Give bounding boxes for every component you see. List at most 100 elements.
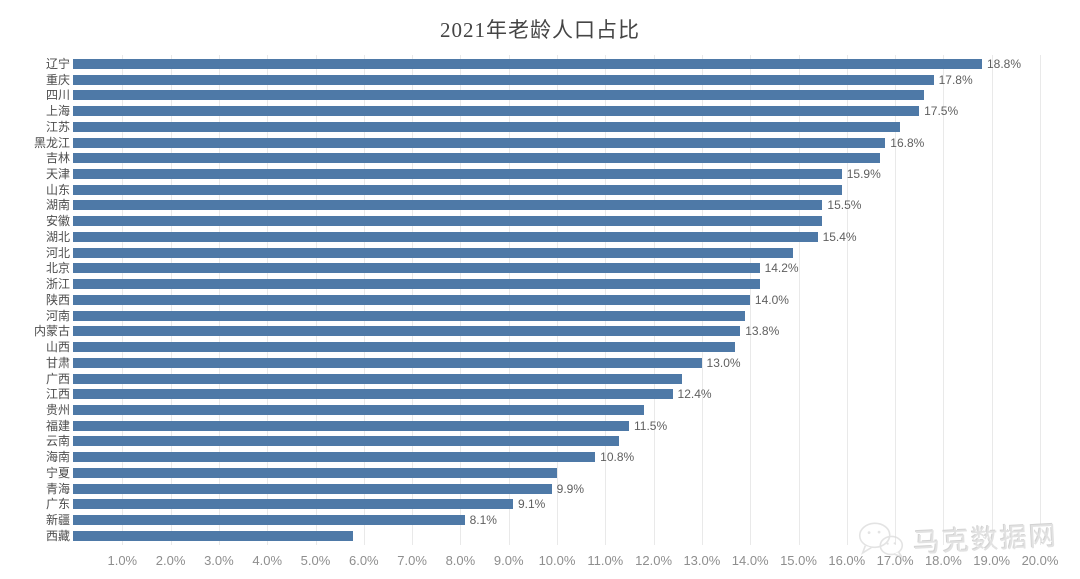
- bar-track: 18.8%: [73, 56, 1040, 71]
- bar-row: 吉林: [0, 150, 1080, 166]
- value-label: 18.8%: [986, 56, 1021, 71]
- category-label: 甘肃: [45, 355, 70, 370]
- bar-row: 宁夏: [0, 465, 1080, 481]
- bar-row: 湖北 15.4%: [0, 229, 1080, 245]
- bar-track: 9.9%: [73, 483, 1040, 495]
- category-label: 福建: [45, 418, 70, 433]
- category-label: 天津: [45, 167, 70, 181]
- bar: [73, 467, 557, 478]
- value-label: 12.4%: [677, 387, 712, 402]
- category-label: 上海: [45, 104, 70, 119]
- bar-row: 甘肃 13.0%: [0, 355, 1080, 371]
- plot-rows: 辽宁 18.8% 重庆 17.8% 四川 上海 17.5% 江苏 黑龙江 16.8% 吉林 天津 15.…: [0, 56, 1080, 544]
- bar-row: 河南: [0, 308, 1080, 324]
- category-label: 江西: [45, 387, 70, 402]
- x-tick-label: 20.0%: [1021, 553, 1059, 568]
- value-label: 13.0%: [706, 355, 741, 370]
- bar-track: [73, 467, 1040, 478]
- x-tick-label: 17.0%: [876, 553, 914, 568]
- bar: [73, 231, 818, 242]
- bar-row: 黑龙江 16.8%: [0, 135, 1080, 151]
- bar: [73, 515, 465, 526]
- value-label: 14.2%: [764, 261, 799, 276]
- category-label: 广东: [45, 497, 70, 512]
- bar: [73, 184, 842, 195]
- bar: [73, 342, 736, 353]
- gridline: [895, 55, 897, 545]
- bar-track: [73, 247, 1040, 258]
- bar: [73, 74, 934, 85]
- bar: [73, 499, 513, 510]
- category-label: 湖南: [45, 198, 70, 213]
- bar-row: 安徽: [0, 213, 1080, 229]
- x-tick-label: 11.0%: [587, 553, 624, 568]
- bar-track: 16.8%: [73, 135, 1040, 150]
- value-label: 15.4%: [822, 229, 857, 244]
- bar-row: 福建 11.5%: [0, 418, 1080, 434]
- bar: [73, 326, 741, 337]
- bar-track: [73, 342, 1040, 353]
- value-label: 13.8%: [745, 324, 780, 339]
- category-label: 西藏: [45, 528, 70, 543]
- bar-track: 13.0%: [73, 355, 1040, 370]
- x-tick-label: 4.0%: [252, 553, 283, 568]
- bar-track: 9.1%: [73, 498, 1040, 510]
- gridline: [846, 55, 848, 545]
- x-tick-label: 1.0%: [107, 553, 138, 568]
- bar-track: 10.8%: [73, 451, 1040, 463]
- bar-row: 河北: [0, 245, 1080, 261]
- bar: [73, 121, 900, 132]
- bar-row: 重庆 17.8%: [0, 72, 1080, 88]
- category-label: 吉林: [45, 151, 70, 166]
- x-tick-label: 8.0%: [445, 553, 476, 568]
- bar-row: 江苏: [0, 119, 1080, 135]
- bar-track: [73, 90, 1040, 101]
- bar-track: 15.9%: [73, 168, 1040, 180]
- x-tick-label: 2.0%: [155, 553, 186, 568]
- bar: [73, 200, 823, 211]
- bar: [73, 436, 620, 447]
- category-label: 云南: [45, 434, 70, 449]
- category-label: 浙江: [45, 277, 70, 292]
- bar: [73, 420, 630, 431]
- bar-row: 云南: [0, 434, 1080, 450]
- category-label: 贵州: [45, 403, 70, 418]
- gridline: [943, 55, 945, 545]
- category-label: 广西: [45, 371, 70, 386]
- bar-row: 江西 12.4%: [0, 386, 1080, 402]
- x-tick-label: 7.0%: [397, 553, 427, 568]
- bar-row: 内蒙古 13.8%: [0, 323, 1080, 339]
- bar: [73, 247, 794, 258]
- bar-row: 西藏: [0, 528, 1080, 544]
- bar: [73, 106, 920, 117]
- bar: [73, 153, 881, 164]
- bar-track: [73, 373, 1040, 384]
- x-tick-label: 14.0%: [731, 553, 769, 568]
- value-label: 17.8%: [938, 72, 973, 87]
- bar: [73, 263, 760, 274]
- bar-row: 新疆 8.1%: [0, 512, 1080, 528]
- bar-track: [73, 279, 1040, 290]
- bar-row: 青海 9.9%: [0, 481, 1080, 497]
- bar-track: 15.5%: [73, 199, 1040, 211]
- bar-row: 陕西 14.0%: [0, 292, 1080, 308]
- category-label: 青海: [45, 481, 70, 496]
- bar-row: 天津 15.9%: [0, 166, 1080, 182]
- x-tick-label: 6.0%: [348, 553, 379, 568]
- bar: [73, 90, 924, 101]
- x-axis: 1.0% 2.0% 3.0% 4.0% 5.0% 6.0% 7.0% 8.0% 9.0% 10.0…: [74, 550, 1058, 572]
- bar: [73, 483, 552, 494]
- bar-track: 8.1%: [73, 514, 1040, 526]
- bar-track: 14.2%: [73, 261, 1040, 276]
- bar-row: 广西: [0, 371, 1080, 387]
- bar: [73, 405, 644, 416]
- bar-row: 辽宁 18.8%: [0, 56, 1080, 72]
- category-label: 宁夏: [45, 465, 70, 480]
- gridline: [1040, 55, 1041, 545]
- bar-track: [73, 530, 1040, 541]
- bar: [73, 216, 823, 227]
- gridline: [798, 55, 800, 545]
- category-label: 湖北: [45, 229, 70, 244]
- category-label: 新疆: [45, 513, 70, 528]
- value-label: 16.8%: [890, 135, 925, 150]
